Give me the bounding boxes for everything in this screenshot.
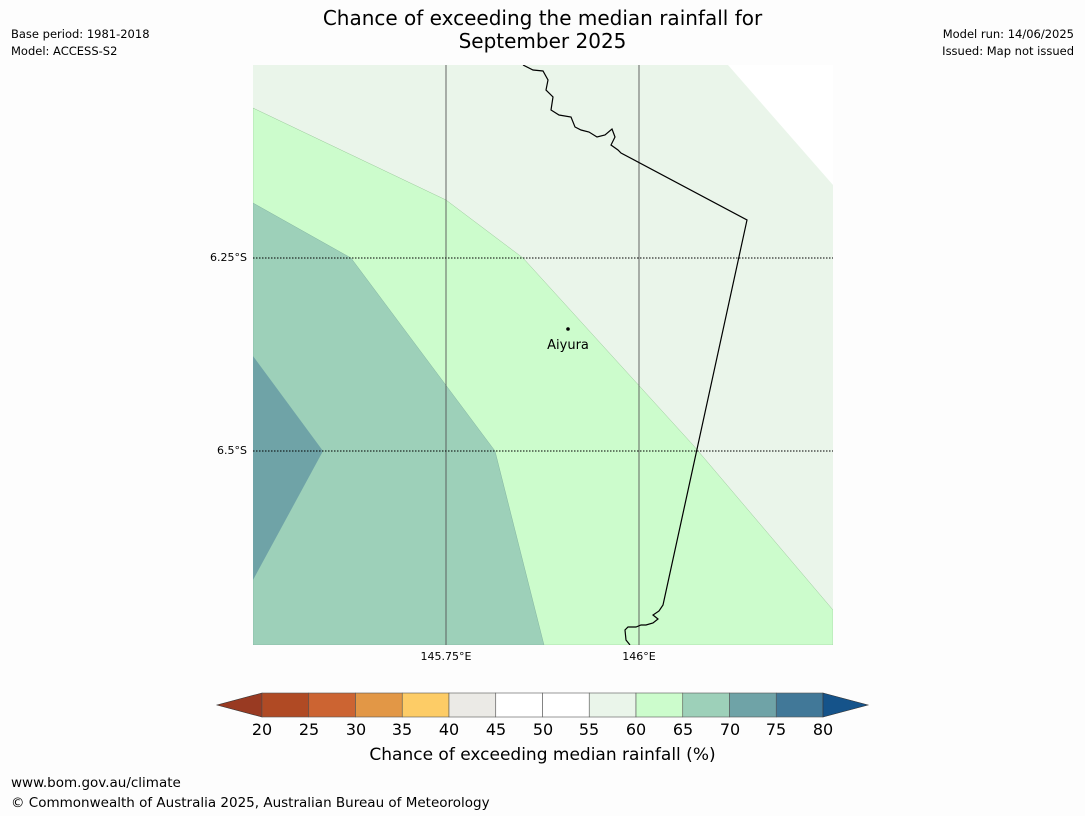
- lon-label-146: 146°E: [622, 650, 656, 663]
- colorbar-segment-35-40: [401, 692, 450, 718]
- colorbar-segment-60-65: [635, 692, 684, 718]
- lat-label-6-25: 6.25°S: [210, 251, 247, 264]
- footer-copyright: © Commonwealth of Australia 2025, Austra…: [11, 795, 490, 811]
- band-65-70: [253, 202, 545, 645]
- colorbar-tick-35: 35: [391, 720, 413, 739]
- title-line-1: Chance of exceeding the median rainfall …: [322, 6, 763, 30]
- colorbar-segment-40-45: [448, 692, 497, 718]
- colorbar-tick-50: 50: [532, 720, 554, 739]
- model-run-text: Model run: 14/06/2025: [942, 27, 1074, 41]
- colorbar-tick-55: 55: [578, 720, 600, 739]
- lat-label-6-5: 6.5°S: [217, 444, 247, 457]
- colorbar-segment-20-25: [261, 692, 310, 718]
- colorbar-segment-55-60: [588, 692, 637, 718]
- colorbar-tick-65: 65: [672, 720, 694, 739]
- colorbar-segment-45-50: [495, 692, 543, 718]
- model-text: Model: ACCESS-S2: [11, 44, 118, 58]
- colorbar-segment-65-70: [682, 692, 730, 718]
- colorbar-tick-45: 45: [485, 720, 507, 739]
- colorbar-tick-25: 25: [298, 720, 320, 739]
- colorbar-tick-20: 20: [251, 720, 273, 739]
- colorbar: [215, 692, 870, 718]
- base-period-text: Base period: 1981-2018: [11, 27, 150, 41]
- colorbar-segment-25-30: [308, 692, 356, 718]
- colorbar-tick-60: 60: [625, 720, 647, 739]
- png-border-line: [522, 65, 748, 645]
- colorbar-over-arrow: [822, 692, 870, 718]
- title-line-2: September 2025: [458, 29, 627, 53]
- meta-right: Model run: 14/06/2025 Issued: Map not is…: [942, 26, 1074, 60]
- band-70-75: [253, 356, 323, 580]
- meta-left: Base period: 1981-2018 Model: ACCESS-S2: [11, 26, 150, 60]
- band-50-55: [423, 65, 833, 185]
- colorbar-tick-70: 70: [719, 720, 741, 739]
- colorbar-tick-80: 80: [812, 720, 834, 739]
- lon-label-145-75: 145.75°E: [420, 650, 472, 663]
- colorbar-tick-40: 40: [438, 720, 460, 739]
- issued-text: Issued: Map not issued: [942, 44, 1074, 58]
- aiyura-marker: [566, 327, 570, 331]
- colorbar-title: Chance of exceeding median rainfall (%): [369, 745, 716, 765]
- colorbar-tick-75: 75: [765, 720, 787, 739]
- rainfall-map: Aiyura: [253, 65, 833, 645]
- footer-url[interactable]: www.bom.gov.au/climate: [11, 775, 181, 791]
- aiyura-label: Aiyura: [547, 338, 589, 353]
- map-title: Chance of exceeding the median rainfall …: [0, 7, 1085, 53]
- colorbar-segment-75-80: [775, 692, 824, 718]
- colorbar-segment-70-75: [729, 692, 777, 718]
- colorbar-under-arrow: [215, 692, 263, 718]
- colorbar-segment-50-55: [542, 692, 590, 718]
- colorbar-segment-30-35: [355, 692, 403, 718]
- colorbar-tick-30: 30: [345, 720, 367, 739]
